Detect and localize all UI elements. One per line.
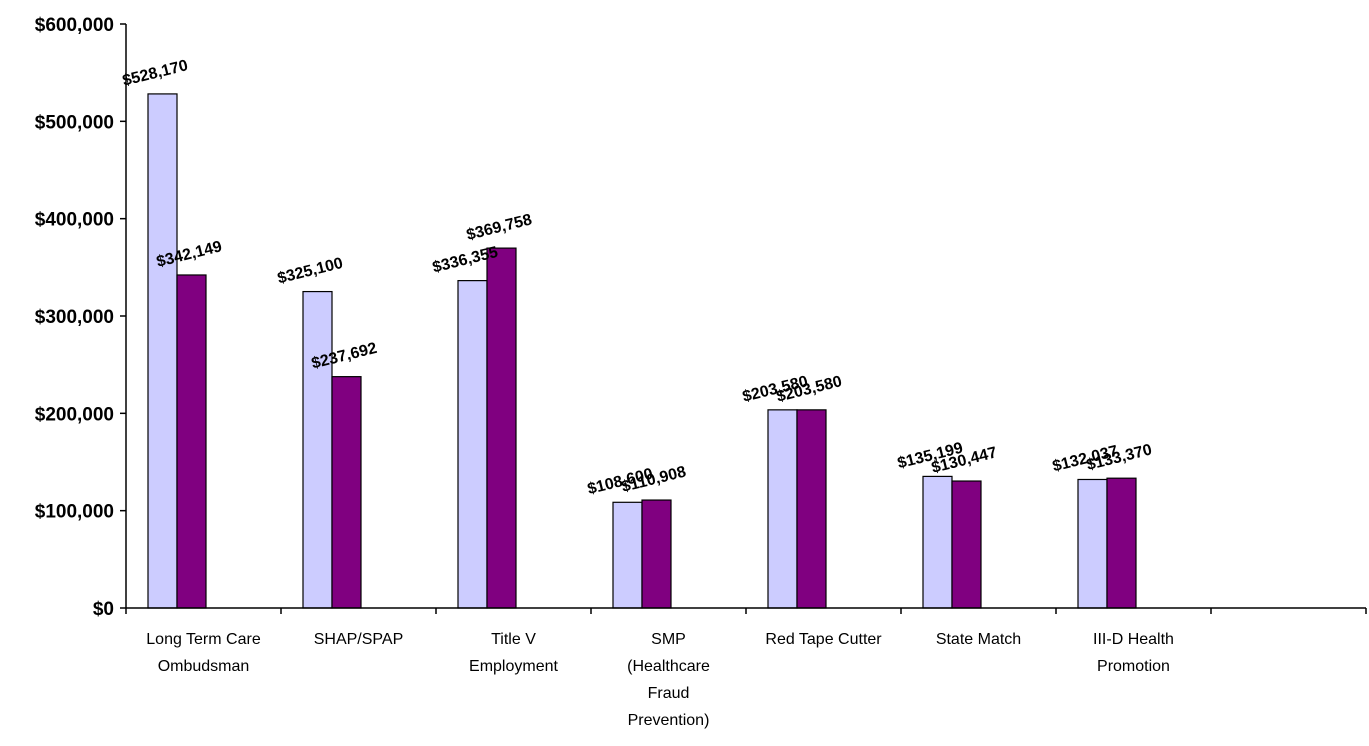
y-tick-label: $0 xyxy=(93,599,114,620)
bar xyxy=(796,409,827,609)
y-tick-label: $400,000 xyxy=(35,210,114,231)
bar xyxy=(331,376,362,609)
x-category-label: Title V Employment xyxy=(469,631,558,675)
bar xyxy=(767,409,798,609)
y-tick-label: $600,000 xyxy=(35,15,114,36)
bar xyxy=(302,290,333,609)
data-label: $110,908 xyxy=(620,463,688,495)
x-category-label: Red Tape Cutter xyxy=(765,631,882,648)
bar xyxy=(1077,478,1108,609)
bar xyxy=(922,475,953,609)
x-category-label: SMP (Healthcare Fraud Prevention) xyxy=(627,631,710,729)
x-category-label-line: SMP xyxy=(651,631,686,648)
x-category-label-line: Employment xyxy=(469,658,558,675)
x-category-label-line: Prevention) xyxy=(628,712,710,729)
x-category-label-line: Red Tape Cutter xyxy=(765,631,882,648)
category-labels: Long Term Care Ombudsman SHAP/SPAP Title V E… xyxy=(146,631,1174,729)
x-category-label: State Match xyxy=(936,631,1021,648)
x-category-label: SHAP/SPAP xyxy=(314,631,404,648)
bar xyxy=(176,274,207,609)
y-tick-label: $300,000 xyxy=(35,307,114,328)
x-category-label-line: Promotion xyxy=(1097,658,1170,675)
x-category-label-line: (Healthcare xyxy=(627,658,710,675)
x-category-label: III-D Health Promotion xyxy=(1093,631,1174,675)
y-tick-label: $100,000 xyxy=(35,502,114,523)
bar xyxy=(641,499,672,609)
x-category-label-line: Ombudsman xyxy=(158,658,250,675)
y-tick-label: $200,000 xyxy=(35,404,114,425)
x-category-label-line: Title V xyxy=(491,631,536,648)
y-tick-label: $500,000 xyxy=(35,112,114,133)
bars xyxy=(147,93,1137,609)
data-label: $133,370 xyxy=(1085,441,1154,474)
x-category-label-line: Long Term Care xyxy=(146,631,261,648)
bar xyxy=(486,247,517,609)
data-label: $369,758 xyxy=(465,211,534,244)
x-category-label-line: SHAP/SPAP xyxy=(314,631,404,648)
x-category-label-line: III-D Health xyxy=(1093,631,1174,648)
bar xyxy=(612,501,643,609)
data-label: $528,170 xyxy=(121,57,190,90)
bar xyxy=(1106,477,1137,609)
x-category-label-line: State Match xyxy=(936,631,1021,648)
bar xyxy=(147,93,178,609)
x-category-label-line: Fraud xyxy=(648,685,690,702)
x-category-label: Long Term Care Ombudsman xyxy=(146,631,261,675)
data-labels: $528,170$325,100 $336,355$108,600$203,580… xyxy=(121,57,1154,498)
bar xyxy=(951,480,982,609)
data-label: $325,100 xyxy=(276,255,345,288)
bar xyxy=(457,280,488,609)
axis-ticks: $0 $100,000 $200,000 $300,000 $400,000 $500,0… xyxy=(35,15,1367,620)
